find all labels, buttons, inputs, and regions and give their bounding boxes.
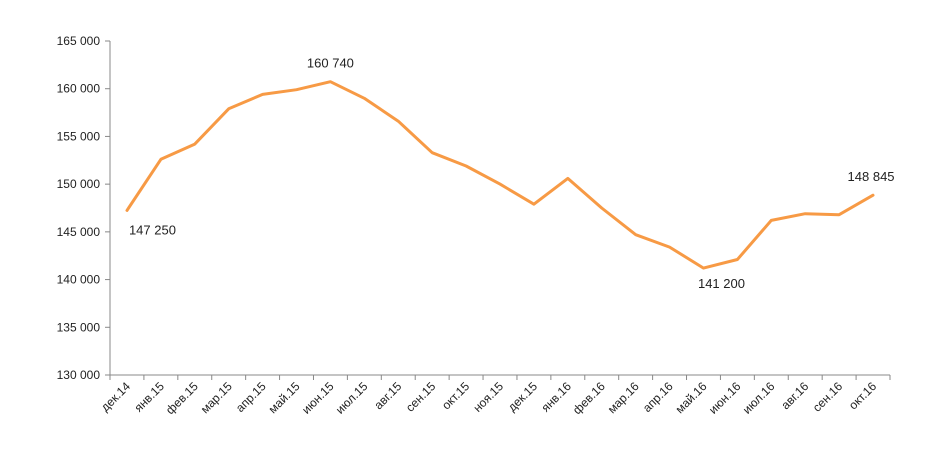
x-tick-label: июн.16 (706, 379, 744, 417)
x-tick-label: апр.15 (233, 379, 269, 415)
x-tick-label: июн.15 (299, 379, 337, 417)
x-tick-label: авг.16 (778, 379, 811, 412)
x-tick-label: сен.15 (403, 379, 439, 415)
y-tick-label: 150 000 (57, 177, 101, 191)
y-tick-label: 165 000 (57, 34, 101, 48)
x-tick-label: авг.15 (371, 379, 404, 412)
x-tick-label: окт.15 (439, 379, 472, 412)
x-tick-label: сен.16 (810, 379, 846, 415)
x-axis: дек.14янв.15фев.15мар.15апр.15май.15июн.… (98, 374, 891, 417)
x-tick-label: апр.16 (640, 379, 676, 415)
y-tick-label: 145 000 (57, 225, 101, 239)
data-label: 160 740 (307, 56, 354, 71)
x-tick-label: дек.14 (98, 379, 133, 414)
data-label: 147 250 (129, 222, 176, 237)
y-tick-label: 140 000 (57, 273, 101, 287)
x-tick-label: июл.16 (740, 379, 778, 417)
data-labels: 147 250 160 740 141 200 148 845 (129, 56, 895, 291)
x-tick-label: ноя.15 (470, 379, 506, 415)
y-tick-label: 135 000 (57, 320, 101, 334)
x-tick-label: май.15 (266, 379, 303, 416)
y-tick-label: 130 000 (57, 368, 101, 382)
x-tick-label: май.16 (673, 379, 710, 416)
x-tick-label: янв.16 (538, 379, 574, 415)
y-axis: 130 000 135 000 140 000 145 000 150 000 155 0… (57, 34, 111, 382)
x-tick-label: дек.15 (505, 379, 540, 414)
series-line-group (125, 80, 875, 270)
y-tick-label: 155 000 (57, 129, 101, 143)
series-line (125, 80, 875, 270)
x-tick-label: мар.16 (605, 379, 642, 416)
x-tick-label: июл.15 (333, 379, 371, 417)
x-tick-label: янв.15 (132, 379, 168, 415)
x-tick-label: окт.16 (846, 379, 879, 412)
x-tick-label: фев.16 (570, 379, 608, 417)
x-tick-label: мар.15 (198, 379, 235, 416)
data-label: 148 845 (848, 169, 895, 184)
x-tick-label: фев.15 (163, 379, 201, 417)
data-label: 141 200 (698, 276, 745, 291)
y-tick-label: 160 000 (57, 82, 101, 96)
